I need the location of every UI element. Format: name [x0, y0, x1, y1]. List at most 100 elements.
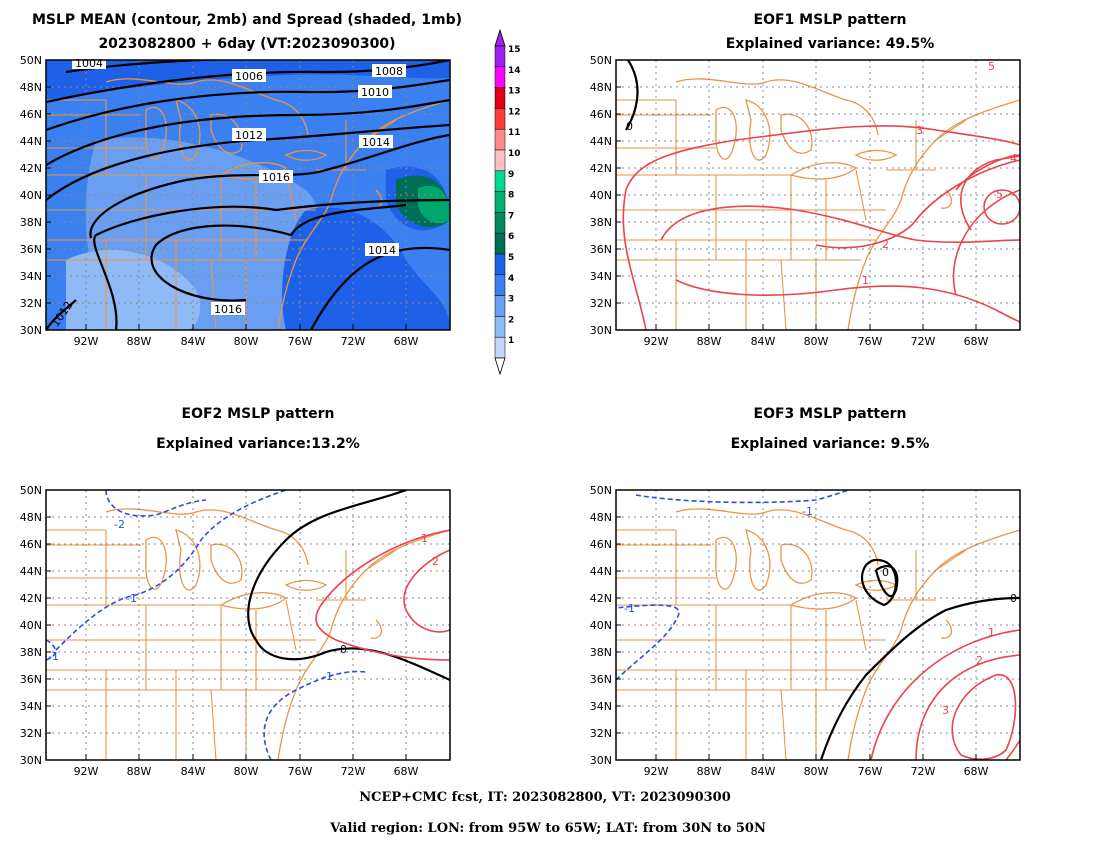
- eof2-lon-label: 76W: [288, 765, 313, 778]
- colorbar-swatch: [494, 274, 506, 296]
- eof3-lat-label: 34N: [590, 700, 612, 713]
- svg-text:3: 3: [942, 704, 949, 717]
- eof3-lon-label: 72W: [911, 765, 936, 778]
- svg-text:0: 0: [1010, 592, 1017, 605]
- footer-line1: NCEP+CMC fcst, IT: 2023082800, VT: 20230…: [359, 790, 731, 805]
- eof2-lat-label: 50N: [20, 484, 42, 497]
- svg-text:-1: -1: [624, 602, 635, 615]
- axis-labels: 50N 48N 46N 44N 42N 40N 38N 36N 34N 32N 30N 92W 88W 8…: [20, 54, 989, 778]
- svg-text:0: 0: [882, 566, 889, 579]
- colorbar-swatch: [494, 295, 506, 317]
- colorbar-label: 15: [508, 45, 521, 55]
- mean-lon-label: 80W: [234, 335, 259, 348]
- svg-text:2: 2: [976, 654, 983, 667]
- svg-text:-1: -1: [322, 670, 333, 683]
- colorbar-swatch: [494, 253, 506, 276]
- eof3-title-line2: Explained variance: 9.5%: [731, 436, 930, 452]
- eof1-lat-label: 46N: [590, 108, 612, 121]
- svg-text:1004: 1004: [75, 57, 103, 70]
- colorbar-label: 3: [508, 295, 514, 305]
- mean-title-line2: 2023082800 + 6day (VT:2023090300): [98, 36, 395, 52]
- eof1-lat-label: 32N: [590, 297, 612, 310]
- eof2-lat-label: 38N: [20, 646, 42, 659]
- eof3-contour-labels: -1 -1 0 0 1 2 3: [624, 505, 1017, 717]
- colorbar-label: 12: [508, 107, 521, 117]
- eof2-title-line2: Explained variance:13.2%: [156, 436, 360, 452]
- eof2-lat-label: 30N: [20, 754, 42, 767]
- eof2-lat-label: 48N: [20, 511, 42, 524]
- colorbar-swatch: [494, 66, 506, 88]
- colorbar-label: 14: [508, 66, 521, 76]
- mean-lon-label: 92W: [74, 335, 99, 348]
- mean-lat-label: 42N: [20, 162, 42, 175]
- mean-title-line1: MSLP MEAN (contour, 2mb) and Spread (sha…: [32, 12, 462, 28]
- svg-text:1016: 1016: [214, 303, 242, 316]
- svg-text:2: 2: [432, 555, 439, 568]
- eof2-lat-label: 46N: [20, 538, 42, 551]
- eof3-lat-label: 38N: [590, 646, 612, 659]
- mean-lat-label: 50N: [20, 54, 42, 67]
- eof3-lon-label: 68W: [964, 765, 989, 778]
- eof1-lon-label: 68W: [964, 335, 989, 348]
- svg-text:1014: 1014: [362, 136, 390, 149]
- svg-text:1014: 1014: [368, 244, 396, 257]
- colorbar-top-arrow: [494, 28, 506, 47]
- colorbar-swatch: [494, 191, 506, 213]
- mean-lat-label: 32N: [20, 297, 42, 310]
- mean-lon-label: 84W: [181, 335, 206, 348]
- eof3-lat-label: 32N: [590, 727, 612, 740]
- svg-text:5: 5: [996, 188, 1003, 201]
- eof2-contour-labels: -2 -1 -1 -1 0 1 2: [48, 518, 439, 683]
- eof1-lon-label: 92W: [644, 335, 669, 348]
- colorbar-label: 4: [508, 274, 514, 284]
- svg-text:5: 5: [988, 60, 995, 73]
- svg-text:-1: -1: [802, 505, 813, 518]
- eof3-lat-label: 40N: [590, 619, 612, 632]
- eof2-lon-label: 72W: [341, 765, 366, 778]
- eof1-lat-label: 40N: [590, 189, 612, 202]
- mean-lat-label: 44N: [20, 135, 42, 148]
- mean-lat-label: 36N: [20, 243, 42, 256]
- svg-text:2: 2: [882, 238, 889, 251]
- colorbar-label: 5: [508, 253, 514, 263]
- eof2-lon-label: 92W: [74, 765, 99, 778]
- mean-lat-label: 30N: [20, 324, 42, 337]
- svg-text:1016: 1016: [262, 171, 290, 184]
- colorbar-label: 2: [508, 315, 514, 325]
- colorbar-label: 9: [508, 170, 514, 180]
- colorbar-swatch: [494, 149, 506, 172]
- footer-line2: Valid region: LON: from 95W to 65W; LAT:…: [329, 821, 766, 836]
- eof1-lon-label: 80W: [804, 335, 829, 348]
- mean-lon-label: 68W: [394, 335, 419, 348]
- colorbar-label: 13: [508, 87, 521, 97]
- eof3-lat-label: 44N: [590, 565, 612, 578]
- eof3-lat-label: 42N: [590, 592, 612, 605]
- colorbar-swatch: [494, 170, 506, 192]
- eof1-lon-label: 84W: [751, 335, 776, 348]
- svg-text:1: 1: [862, 274, 869, 287]
- svg-text:3: 3: [916, 124, 923, 137]
- svg-text:-2: -2: [114, 518, 125, 531]
- eof2-lon-label: 80W: [234, 765, 259, 778]
- eof1-lat-label: 44N: [590, 135, 612, 148]
- colorbar-swatch: [494, 87, 506, 109]
- eof1-lon-label: 88W: [697, 335, 722, 348]
- eof2-lon-label: 68W: [394, 765, 419, 778]
- colorbar-label: 11: [508, 128, 521, 138]
- eof2-lat-label: 40N: [20, 619, 42, 632]
- svg-text:4: 4: [1010, 152, 1017, 165]
- eof3-lat-label: 46N: [590, 538, 612, 551]
- eof3-map: -1 -1 0 0 1 2 3: [615, 489, 1021, 761]
- eof3-title-line1: EOF3 MSLP pattern: [754, 406, 907, 422]
- svg-text:-1: -1: [48, 650, 59, 663]
- eof1-lat-label: 34N: [590, 270, 612, 283]
- colorbar-label: 8: [508, 191, 514, 201]
- colorbar-swatch: [494, 128, 506, 151]
- svg-text:0: 0: [340, 643, 347, 656]
- colorbar-swatch: [494, 45, 506, 68]
- svg-text:1010: 1010: [361, 86, 389, 99]
- eof1-lat-label: 36N: [590, 243, 612, 256]
- eof3-lon-label: 92W: [644, 765, 669, 778]
- colorbar-bottom-arrow: [494, 357, 506, 376]
